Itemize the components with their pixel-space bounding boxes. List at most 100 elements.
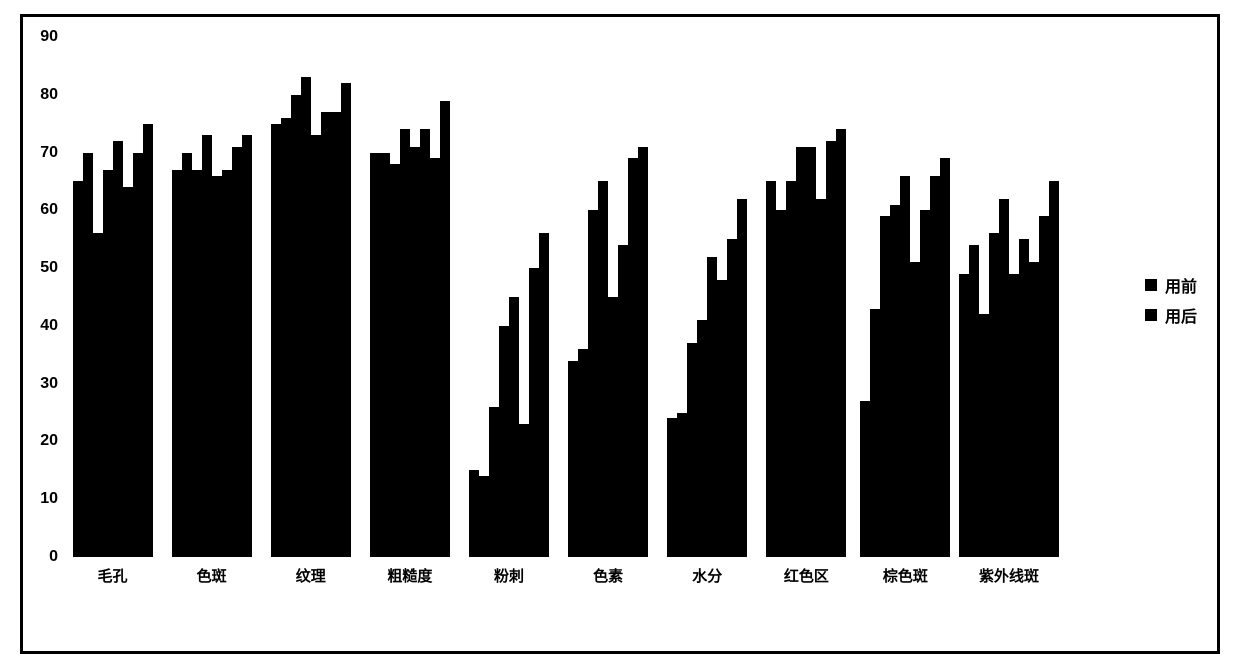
y-tick-label: 80 — [28, 86, 58, 104]
bar — [509, 297, 519, 557]
bar — [697, 320, 707, 557]
bar — [618, 245, 628, 557]
legend-label: 用前 — [1165, 273, 1197, 297]
bar — [469, 470, 479, 557]
bar — [727, 239, 737, 557]
bar — [489, 407, 499, 557]
bar — [826, 141, 836, 557]
category-label: 粉刺 — [463, 565, 554, 586]
chart-container: 0102030405060708090 毛孔色斑纹理粗糙度粉刺色素水分红色区棕色… — [20, 14, 1220, 654]
bar — [667, 418, 677, 557]
bar — [707, 257, 717, 557]
bar — [578, 349, 588, 557]
category-label: 毛孔 — [67, 565, 158, 586]
bar — [890, 205, 900, 557]
chart-legend: 用前 用后 — [1145, 267, 1197, 333]
bar — [321, 112, 331, 557]
bar — [380, 153, 390, 557]
legend-swatch-icon — [1145, 279, 1157, 291]
bar — [232, 147, 242, 557]
bar — [816, 199, 826, 557]
bar — [103, 170, 113, 557]
bar — [202, 135, 212, 557]
bar — [271, 124, 281, 557]
bar — [959, 274, 969, 557]
bar — [1019, 239, 1029, 557]
category-label: 红色区 — [761, 565, 852, 586]
bar-group: 色斑 — [166, 135, 257, 557]
bar — [900, 176, 910, 557]
category-label: 色素 — [563, 565, 654, 586]
bar-group: 纹理 — [265, 77, 356, 557]
bar — [910, 262, 920, 557]
bars-plot: 毛孔色斑纹理粗糙度粉刺色素水分红色区棕色斑紫外线斑 — [63, 37, 1063, 557]
bar — [776, 210, 786, 557]
bar — [113, 141, 123, 557]
bar — [172, 170, 182, 557]
bar — [568, 361, 578, 557]
legend-item-before: 用前 — [1145, 273, 1197, 297]
bar — [1009, 274, 1019, 557]
bar — [222, 170, 232, 557]
bar — [940, 158, 950, 557]
y-axis: 0102030405060708090 — [28, 37, 58, 557]
bar — [930, 176, 940, 557]
bar — [281, 118, 291, 557]
bar — [588, 210, 598, 557]
bar — [143, 124, 153, 557]
bar — [212, 176, 222, 557]
bar — [608, 297, 618, 557]
bar — [123, 187, 133, 557]
category-label: 水分 — [662, 565, 753, 586]
bar — [182, 153, 192, 557]
category-label: 棕色斑 — [860, 565, 951, 586]
bar — [242, 135, 252, 557]
bar — [1049, 181, 1059, 557]
bar — [786, 181, 796, 557]
bar-group: 紫外线斑 — [959, 181, 1059, 557]
bar — [836, 129, 846, 557]
category-label: 纹理 — [265, 565, 356, 586]
bar — [969, 245, 979, 557]
bar — [390, 164, 400, 557]
category-label: 色斑 — [166, 565, 257, 586]
bar-group: 粗糙度 — [364, 101, 455, 557]
bar — [870, 309, 880, 557]
y-tick-label: 60 — [28, 201, 58, 219]
bar-group: 色素 — [563, 147, 654, 557]
y-tick-label: 0 — [28, 548, 58, 566]
bar — [291, 95, 301, 557]
bar — [979, 314, 989, 557]
bar — [133, 153, 143, 557]
bar — [73, 181, 83, 557]
bar — [370, 153, 380, 557]
bar — [717, 280, 727, 557]
bar — [766, 181, 776, 557]
bar — [598, 181, 608, 557]
bar — [192, 170, 202, 557]
y-tick-label: 70 — [28, 144, 58, 162]
bar — [638, 147, 648, 557]
bar — [677, 413, 687, 557]
y-tick-label: 20 — [28, 432, 58, 450]
y-tick-label: 10 — [28, 490, 58, 508]
bar — [83, 153, 93, 557]
y-tick-label: 40 — [28, 317, 58, 335]
legend-swatch-icon — [1145, 309, 1157, 321]
legend-item-after: 用后 — [1145, 303, 1197, 327]
bar — [737, 199, 747, 557]
bar — [920, 210, 930, 557]
bar — [529, 268, 539, 557]
y-tick-label: 90 — [28, 28, 58, 46]
bar — [1029, 262, 1039, 557]
legend-label: 用后 — [1165, 303, 1197, 327]
bar — [420, 129, 430, 557]
y-tick-label: 30 — [28, 375, 58, 393]
bar — [796, 147, 806, 557]
bar-group: 棕色斑 — [860, 158, 951, 557]
bar — [440, 101, 450, 557]
bar — [479, 476, 489, 557]
bar — [430, 158, 440, 557]
bar — [860, 401, 870, 557]
bar — [519, 424, 529, 557]
